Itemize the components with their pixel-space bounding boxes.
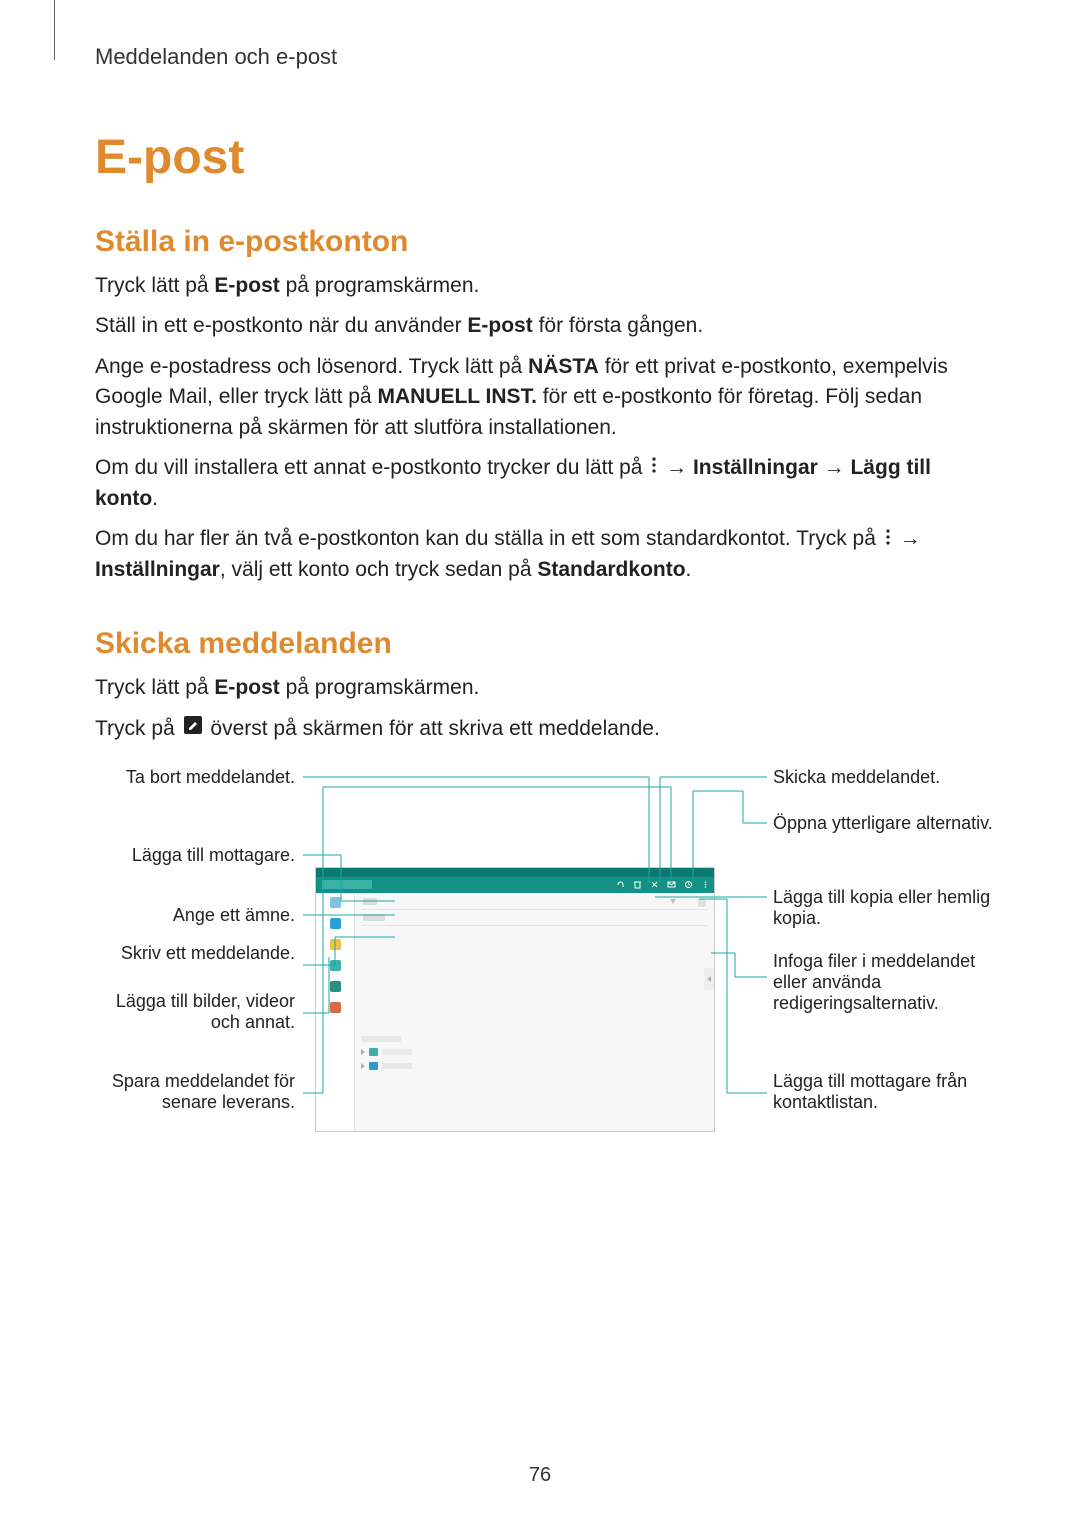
callout-label-left: Ange ett ämne. <box>95 905 295 926</box>
callout-label-right: Lägga till mottagare från kontaktlistan. <box>773 1071 993 1113</box>
text-bold: NÄSTA <box>528 355 599 378</box>
text-bold: E-post <box>467 314 532 337</box>
mock-more-icon <box>701 880 710 889</box>
send-para-1: Tryck lätt på E-post på programskärmen. <box>95 673 985 703</box>
callout-label-left: Spara meddelandet för senare leverans. <box>95 1071 295 1113</box>
callout-label-right: Skicka meddelandet. <box>773 767 993 788</box>
mock-close-icon <box>650 880 659 889</box>
callout-label-right: Infoga filer i meddelandet eller använda… <box>773 951 993 1014</box>
mock-subject-field <box>361 913 708 926</box>
mock-sidebar-icon <box>330 939 341 950</box>
setup-para-2: Ställ in ett e-postkonto när du använder… <box>95 311 985 341</box>
text-fragment: Ställ in ett e-postkonto när du använder <box>95 314 467 337</box>
text-fragment: Tryck lätt på <box>95 274 214 297</box>
mock-statusbar <box>316 868 714 877</box>
text-bold: MANUELL INST. <box>377 385 536 408</box>
text-bold: Standardkonto <box>537 558 685 581</box>
mock-right-drawer-handle <box>704 968 714 990</box>
folder-icon <box>369 1062 378 1070</box>
callout-label-left: Ta bort meddelandet. <box>95 767 295 788</box>
text-fragment: Om du har fler än två e-postkonton kan d… <box>95 527 882 550</box>
compose-diagram: Ta bort meddelandet. Lägga till mottagare… <box>95 767 985 1147</box>
section-heading-setup: Ställa in e-postkonton <box>95 225 985 259</box>
text-fragment: på programskärmen. <box>280 676 480 699</box>
mock-folder-label <box>382 1049 412 1055</box>
left-margin-rule <box>54 0 55 60</box>
mock-contacts-icon <box>698 899 706 907</box>
compose-icon <box>183 714 203 744</box>
text-fragment: . <box>152 487 158 510</box>
text-fragment: Om du vill installera ett annat e-postko… <box>95 456 648 479</box>
text-fragment: överst på skärmen för att skriva ett med… <box>205 717 660 740</box>
mock-toolbar <box>316 877 714 893</box>
mock-folder-row <box>361 1062 708 1070</box>
mock-folders <box>361 1048 708 1070</box>
page-title: E-post <box>95 130 985 185</box>
mock-sidebar-icon <box>330 918 341 929</box>
folder-icon <box>369 1048 378 1056</box>
mock-trash-icon <box>633 880 642 889</box>
mock-sidebar-icon <box>330 1002 341 1013</box>
more-options-icon <box>650 453 658 483</box>
text-bold: Inställningar <box>693 456 818 479</box>
section-heading-send: Skicka meddelanden <box>95 627 985 661</box>
send-para-2: Tryck på överst på skärmen för att skriv… <box>95 714 985 745</box>
chevron-right-icon <box>361 1063 365 1069</box>
chevron-right-icon <box>361 1049 365 1055</box>
page-number: 76 <box>0 1464 1080 1487</box>
callout-label-right: Öppna ytterligare alternativ. <box>773 813 993 834</box>
arrow-text: → <box>818 456 851 479</box>
text-fragment: . <box>686 558 692 581</box>
callout-label-left: Skriv ett meddelande. <box>95 943 295 964</box>
text-fragment: Tryck lätt på <box>95 676 214 699</box>
callout-label-right: Lägga till kopia eller hemlig kopia. <box>773 887 993 929</box>
more-options-icon <box>884 525 892 555</box>
mock-sidebar-icon <box>330 981 341 992</box>
text-fragment: på programskärmen. <box>280 274 480 297</box>
mock-sidebar <box>316 893 355 1131</box>
text-bold: E-post <box>214 274 279 297</box>
arrow-text: → <box>894 527 921 550</box>
setup-para-1: Tryck lätt på E-post på programskärmen. <box>95 271 985 301</box>
mock-field-label <box>363 898 377 905</box>
mock-content <box>355 893 714 1131</box>
mock-field-label <box>363 914 385 921</box>
mock-toolbar-icons <box>616 880 710 889</box>
setup-para-3: Ange e-postadress och lösenord. Tryck lä… <box>95 352 985 443</box>
setup-para-4: Om du vill installera ett annat e-postko… <box>95 453 985 514</box>
mock-folder-label <box>382 1063 412 1069</box>
text-fragment: Ange e-postadress och lösenord. Tryck lä… <box>95 355 528 378</box>
text-bold: E-post <box>214 676 279 699</box>
mock-send-icon <box>667 880 676 889</box>
text-fragment: för första gången. <box>533 314 703 337</box>
text-bold: Inställningar <box>95 558 220 581</box>
setup-para-5: Om du har fler än två e-postkonton kan d… <box>95 524 985 585</box>
mock-expand-chevron <box>670 899 676 904</box>
text-fragment: , välj ett konto och tryck sedan på <box>220 558 538 581</box>
mock-to-field <box>361 897 708 910</box>
page-header: Meddelanden och e-post <box>95 44 985 70</box>
mock-sidebar-icon <box>330 960 341 971</box>
mock-screenshot <box>315 867 715 1132</box>
text-fragment: Tryck på <box>95 717 181 740</box>
mock-sidebar-icon <box>330 897 341 908</box>
mock-attach-icon <box>616 880 625 889</box>
callout-label-left: Lägga till bilder, videor och annat. <box>95 991 295 1033</box>
mock-clock-icon <box>684 880 693 889</box>
mock-folders-title <box>361 1036 401 1042</box>
mock-toolbar-title <box>322 880 372 889</box>
mock-folder-row <box>361 1048 708 1056</box>
arrow-text: → <box>660 456 693 479</box>
callout-label-left: Lägga till mottagare. <box>95 845 295 866</box>
